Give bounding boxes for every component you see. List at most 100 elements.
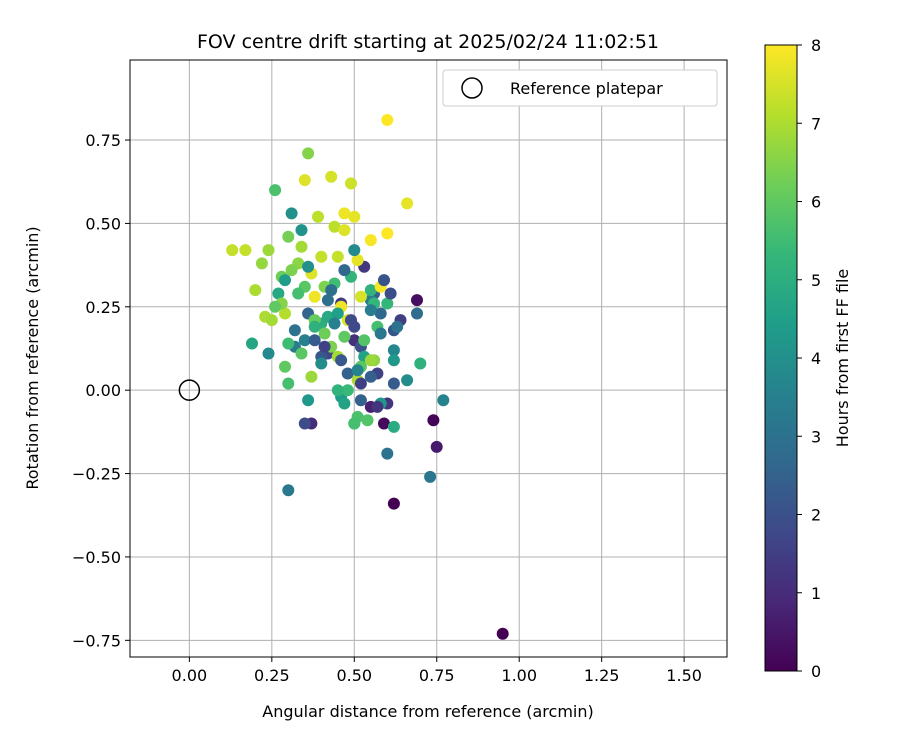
data-point	[262, 347, 275, 360]
colorbar-label: Hours from first FF file	[833, 269, 852, 448]
data-point	[338, 330, 351, 343]
y-tick-label: 0.75	[85, 131, 121, 150]
data-point	[411, 307, 423, 320]
data-point	[239, 244, 252, 257]
y-tick-label: 0.25	[85, 298, 121, 317]
data-point	[364, 234, 377, 247]
data-point	[387, 497, 400, 510]
data-point	[285, 264, 298, 277]
legend-box	[442, 69, 718, 107]
data-point	[345, 314, 357, 327]
data-point	[315, 250, 328, 263]
colorbar-tick-label: 3	[811, 427, 821, 446]
data-point	[308, 320, 321, 333]
data-point	[279, 307, 291, 320]
data-point	[272, 287, 285, 300]
reference-platepar-marker	[178, 379, 201, 401]
x-tick-label: 0.25	[254, 666, 290, 685]
data-point	[430, 440, 443, 453]
data-point	[401, 374, 414, 387]
data-point	[331, 307, 344, 320]
data-point	[338, 264, 351, 277]
grid-lines	[130, 60, 727, 657]
y-axis-ticks: −0.75 −0.50 −0.25 0.00 0.25 0.50 0.75	[72, 131, 130, 650]
x-tick-label: 0.00	[172, 666, 208, 685]
data-point	[358, 334, 371, 347]
data-point	[321, 294, 334, 307]
colorbar-tick-label: 6	[811, 193, 821, 212]
data-points	[226, 114, 509, 640]
data-point	[298, 174, 311, 187]
x-tick-label: 0.75	[419, 666, 455, 685]
colorbar-tick-label: 2	[811, 506, 821, 525]
data-point	[391, 320, 404, 333]
y-tick-label: −0.25	[72, 465, 121, 484]
colorbar-tick-label: 7	[811, 114, 821, 133]
data-point	[318, 340, 331, 353]
colorbar: 0 1 2 3 4 5 6 7 8 Hours from first FF file	[764, 36, 852, 681]
colorbar-tick-label: 5	[811, 271, 821, 290]
data-point	[496, 627, 509, 640]
legend-entry-reference-platepar: Reference platepar	[510, 79, 663, 98]
data-point	[282, 484, 295, 497]
data-point	[265, 314, 278, 327]
data-point	[338, 207, 351, 220]
plot-frame	[129, 59, 728, 658]
data-point	[338, 397, 351, 410]
data-point	[424, 470, 437, 483]
data-point	[282, 377, 295, 390]
colorbar-gradient	[764, 44, 798, 672]
data-point	[374, 307, 387, 320]
data-point	[338, 224, 351, 237]
data-point	[341, 384, 354, 397]
colorbar-tick-label: 4	[811, 349, 821, 368]
data-point	[305, 370, 318, 383]
data-point	[387, 420, 400, 433]
data-point	[249, 284, 262, 297]
legend: Reference platepar	[442, 69, 718, 107]
data-point	[298, 417, 311, 430]
data-point	[378, 417, 390, 430]
data-point	[374, 327, 387, 340]
data-point	[387, 377, 400, 390]
data-point	[255, 257, 268, 270]
data-point	[269, 300, 282, 313]
colorbar-ticks: 0 1 2 3 4 5 6 7 8	[797, 36, 821, 681]
data-point	[279, 360, 291, 373]
data-point	[246, 337, 258, 350]
data-point	[354, 394, 367, 407]
data-point	[351, 254, 364, 267]
data-point	[378, 274, 390, 287]
data-point	[302, 260, 315, 273]
data-point	[351, 364, 364, 377]
data-point	[437, 394, 450, 407]
data-point	[381, 227, 394, 240]
data-point	[414, 357, 427, 370]
legend-reference-marker-icon	[461, 77, 483, 99]
data-point	[295, 224, 308, 237]
y-tick-label: 0.50	[85, 214, 121, 233]
data-point	[401, 197, 414, 210]
data-point	[381, 114, 394, 126]
colorbar-tick-label: 0	[811, 662, 821, 681]
data-point	[298, 334, 311, 347]
data-point	[282, 337, 295, 350]
data-point	[302, 147, 315, 160]
colorbar-tick-label: 8	[811, 36, 821, 55]
x-axis-ticks: 0.00 0.25 0.50 0.75 1.00 1.25 1.50	[172, 657, 702, 685]
data-point	[348, 244, 361, 257]
data-point	[328, 220, 341, 233]
y-tick-label: 0.00	[85, 381, 121, 400]
data-point	[315, 357, 328, 370]
data-point	[318, 327, 331, 340]
data-point	[348, 210, 361, 223]
reference-marker-layer	[178, 379, 201, 401]
data-point	[381, 297, 394, 310]
data-point	[269, 184, 282, 197]
data-point	[279, 274, 291, 287]
data-point	[364, 354, 377, 367]
data-point	[325, 170, 338, 183]
data-point	[361, 414, 374, 427]
data-point	[335, 354, 348, 367]
data-point	[282, 230, 295, 243]
